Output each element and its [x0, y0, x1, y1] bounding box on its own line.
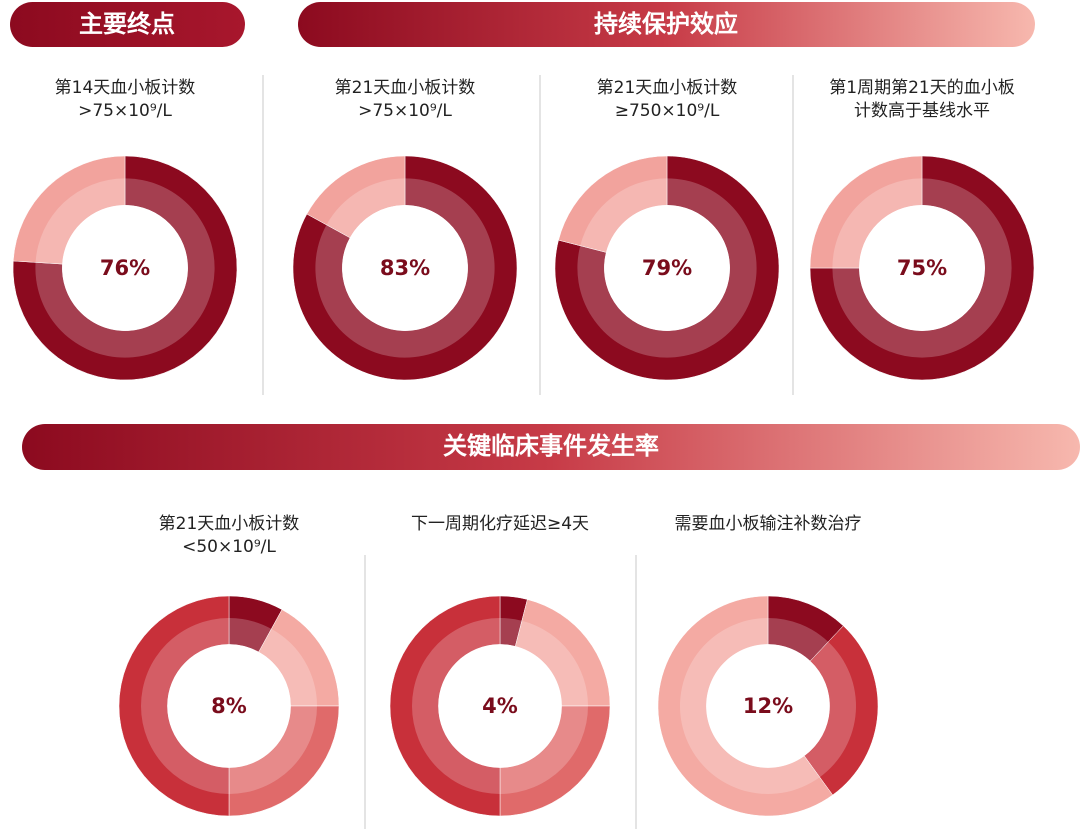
donut-inner-band: [326, 178, 405, 238]
donut-segment: [558, 155, 668, 253]
value-label: 8%: [211, 694, 247, 718]
header: 持续保护效应: [594, 10, 738, 38]
chart-title: 需要血小板输注补数治疗: [675, 514, 862, 534]
value-label: 75%: [897, 256, 947, 280]
donut-inner-band: [141, 618, 229, 794]
donut-center: [342, 205, 468, 331]
donut-inner-band: [515, 620, 588, 706]
value-label: 79%: [642, 256, 692, 280]
donut-inner-band: [832, 178, 1012, 358]
donut-inner-band: [315, 178, 495, 358]
donut-inner-band: [500, 618, 522, 647]
donut-inner-band: [500, 706, 588, 794]
donut-chart: 需要血小板输注补数治疗 12%: [657, 514, 879, 817]
donut-inner-band: [229, 706, 317, 794]
chart-title: 第1周期第21天的血小板: [829, 78, 1014, 98]
donut-inner-band: [804, 641, 856, 778]
donut-center: [438, 644, 562, 768]
chart-title: >75×10⁹/L: [358, 101, 452, 121]
donut-inner-band: [229, 618, 272, 653]
value-label: 12%: [743, 694, 793, 718]
donut-inner-band: [35, 178, 125, 265]
donut-center: [62, 205, 188, 331]
header-pill: [10, 2, 245, 47]
donut-inner-band: [768, 618, 829, 662]
donut-chart: 第21天血小板计数 <50×10⁹/L 8%: [118, 514, 340, 817]
donut-chart: 第21天血小板计数 >75×10⁹/L 83%: [292, 78, 518, 381]
dividers: [262, 75, 794, 829]
header-pill: [22, 424, 1080, 470]
chart-title: 第21天血小板计数: [597, 78, 738, 98]
chart-title: >75×10⁹/L: [78, 101, 172, 121]
donut-inner-band: [577, 178, 757, 358]
header: 关键临床事件发生率: [443, 432, 659, 460]
donut-center: [706, 644, 830, 768]
donut-inner-band: [412, 618, 500, 794]
chart-title: <50×10⁹/L: [182, 537, 276, 557]
donut-inner-band: [258, 628, 317, 706]
donut-inner-band: [35, 178, 215, 358]
donut-chart: 下一周期化疗延迟≥4天 4%: [389, 514, 611, 817]
donut-inner-band: [580, 178, 667, 253]
header-pill: [298, 2, 1035, 47]
value-label: 76%: [100, 256, 150, 280]
header: 主要终点: [79, 10, 175, 38]
value-label: 4%: [482, 694, 518, 718]
donut-center: [167, 644, 291, 768]
chart-title: 第21天血小板计数: [335, 78, 476, 98]
donut-inner-band: [680, 618, 820, 795]
donut-center: [604, 205, 730, 331]
donut-inner-band: [832, 178, 922, 268]
chart-title: 下一周期化疗延迟≥4天: [411, 514, 589, 534]
chart-title: ≥750×10⁹/L: [615, 101, 720, 121]
chart-title: 第14天血小板计数: [55, 78, 196, 98]
donut-center: [859, 205, 985, 331]
chart-title: 计数高于基线水平: [854, 101, 990, 121]
donut-chart: 第14天血小板计数 >75×10⁹/L 76%: [12, 78, 238, 381]
chart-title: 第21天血小板计数: [159, 514, 300, 534]
donut-chart: 第21天血小板计数 ≥750×10⁹/L 79%: [554, 78, 780, 381]
donut-segment: [657, 595, 834, 817]
value-label: 83%: [380, 256, 430, 280]
